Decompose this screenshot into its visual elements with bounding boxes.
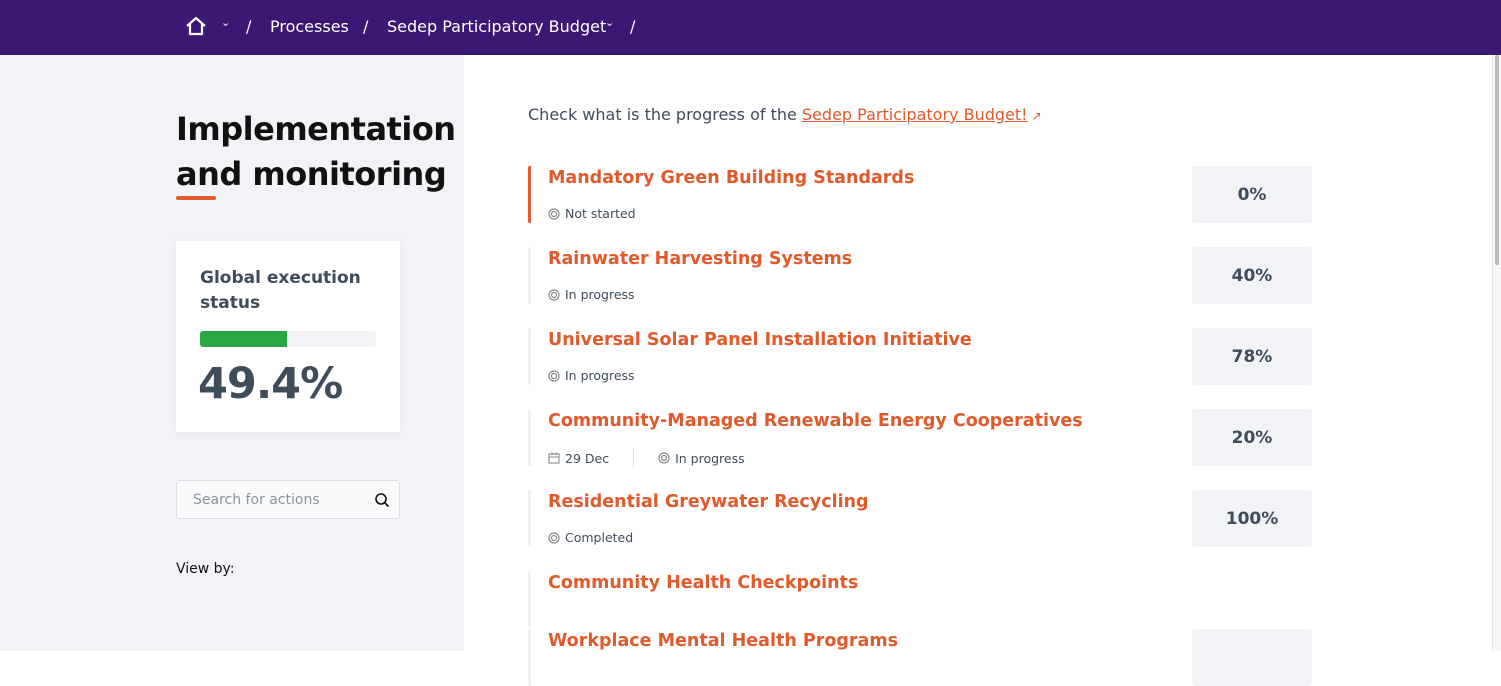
item-status: Not started	[565, 206, 636, 221]
item-status: In progress	[675, 450, 745, 466]
search-box	[176, 480, 400, 519]
search-icon[interactable]	[374, 492, 390, 508]
item-meta: In progress	[548, 368, 635, 383]
item-progress: 40%	[1192, 247, 1312, 304]
target-icon	[548, 207, 560, 220]
process-link[interactable]: Sedep Participatory Budget!	[801, 105, 1028, 124]
target-icon	[548, 531, 560, 544]
item-meta: 29 Dec In progress	[548, 449, 745, 467]
item-title[interactable]: Rainwater Harvesting Systems	[548, 249, 853, 269]
item-title[interactable]: Community Health Checkpoints	[548, 573, 859, 593]
item-meta: In progress	[548, 287, 635, 302]
target-icon	[548, 369, 560, 382]
item-meta: Not started	[548, 206, 636, 221]
title-underline	[176, 196, 216, 200]
item-status: In progress	[565, 368, 635, 383]
item-progress: 78%	[1192, 328, 1312, 385]
item-title[interactable]: Workplace Mental Health Programs	[548, 631, 898, 651]
item-progress: 20%	[1192, 409, 1312, 466]
breadcrumb-processes[interactable]: Processes	[270, 17, 349, 36]
breadcrumb-separator: /	[363, 17, 369, 36]
home-link[interactable]	[185, 15, 207, 41]
intro-label: Check what is the progress of the	[528, 105, 802, 124]
page-title: Implementation and monitoring	[176, 110, 456, 193]
item-title[interactable]: Community-Managed Renewable Energy Coope…	[548, 411, 1083, 431]
result-item[interactable]: Rainwater Harvesting Systems In progress	[528, 247, 1328, 304]
global-status-card: Global execution status 49.4%	[176, 241, 400, 432]
scrollbar[interactable]	[1492, 55, 1501, 651]
target-icon	[548, 288, 560, 301]
result-item[interactable]: Community-Managed Renewable Energy Coope…	[528, 409, 1328, 467]
result-item[interactable]: Mandatory Green Building Standards Not st…	[528, 166, 1328, 223]
scrollbar-thumb[interactable]	[1495, 55, 1499, 265]
intro-text: Check what is the progress of the Sedep …	[528, 105, 1042, 124]
target-icon	[658, 452, 670, 464]
progress-fill	[200, 331, 287, 347]
chevron-down-icon[interactable]: ⌄	[605, 16, 615, 29]
result-item[interactable]: Residential Greywater Recycling Completed	[528, 490, 1328, 547]
meta-divider	[633, 449, 635, 467]
calendar-icon	[548, 452, 560, 464]
item-status: In progress	[565, 287, 635, 302]
item-date: 29 Dec	[565, 450, 610, 466]
result-item[interactable]: Community Health Checkpoints	[528, 571, 1328, 628]
global-progress-bar	[200, 331, 376, 347]
home-icon	[186, 16, 206, 36]
result-item[interactable]: Universal Solar Panel Installation Initi…	[528, 328, 1328, 385]
chevron-down-icon[interactable]: ⌄	[221, 16, 231, 29]
breadcrumb-process[interactable]: Sedep Participatory Budget	[387, 17, 607, 36]
search-input[interactable]	[177, 481, 357, 518]
item-title[interactable]: Universal Solar Panel Installation Initi…	[548, 330, 972, 350]
breadcrumb-separator: /	[246, 17, 252, 36]
external-link-icon: ↗	[1031, 109, 1042, 123]
item-progress	[1192, 629, 1312, 686]
item-progress: 100%	[1192, 490, 1312, 547]
item-title[interactable]: Mandatory Green Building Standards	[548, 168, 915, 188]
item-status: Completed	[565, 530, 634, 545]
item-progress: 0%	[1192, 166, 1312, 223]
view-by-label: View by:	[176, 561, 235, 577]
breadcrumb-separator: /	[630, 17, 636, 36]
main-content: Check what is the progress of the Sedep …	[464, 55, 1492, 686]
global-progress-value: 49.4%	[198, 359, 343, 409]
item-title[interactable]: Residential Greywater Recycling	[548, 492, 869, 512]
status-card-title: Global execution status	[200, 268, 361, 313]
top-nav: ⌄ / Processes / Sedep Participatory Budg…	[0, 0, 1501, 55]
item-meta: Completed	[548, 530, 633, 545]
